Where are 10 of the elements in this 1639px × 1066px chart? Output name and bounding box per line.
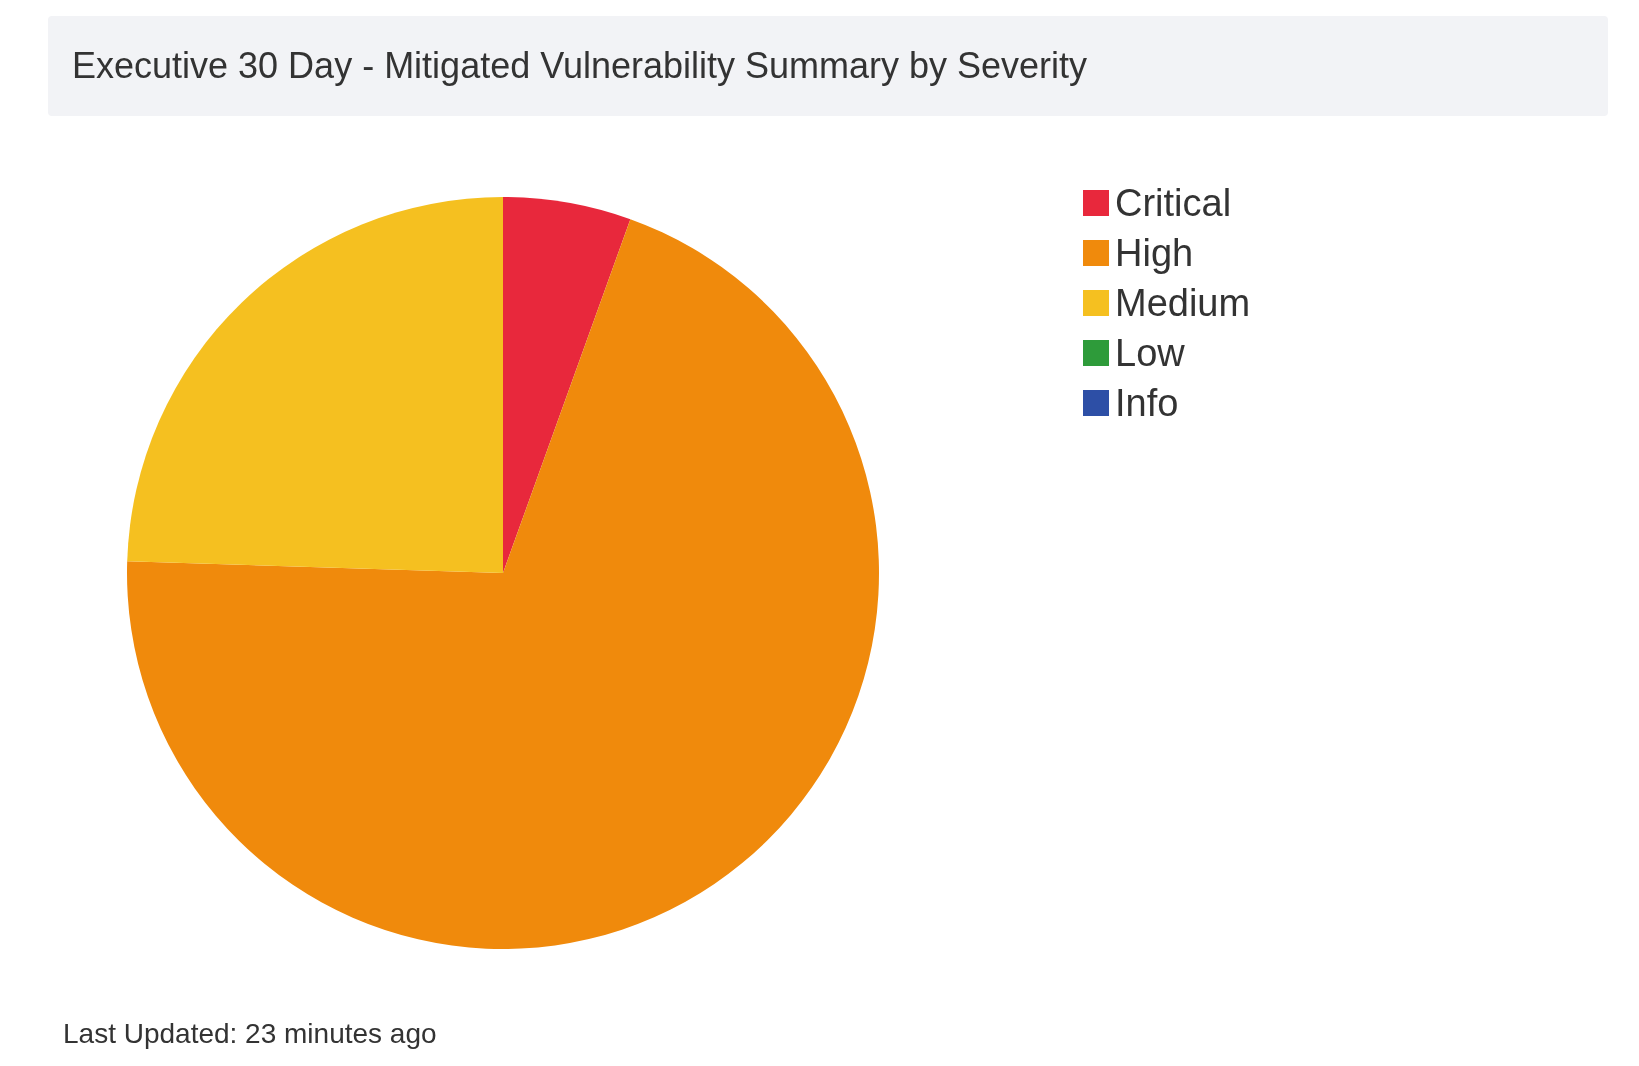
pie-slice: [503, 197, 631, 573]
pie-slice: [127, 219, 879, 949]
pie-slice: [127, 197, 503, 573]
legend-label: Info: [1115, 381, 1179, 426]
legend-label: Critical: [1115, 181, 1232, 226]
legend-label: Low: [1115, 331, 1185, 376]
chart-title: Executive 30 Day - Mitigated Vulnerability Summary by Severity: [48, 16, 1608, 116]
legend-label: Medium: [1115, 281, 1251, 326]
legend-label: High: [1115, 231, 1194, 276]
text: Last Updated: 23 minutes ago: [63, 1018, 437, 1050]
